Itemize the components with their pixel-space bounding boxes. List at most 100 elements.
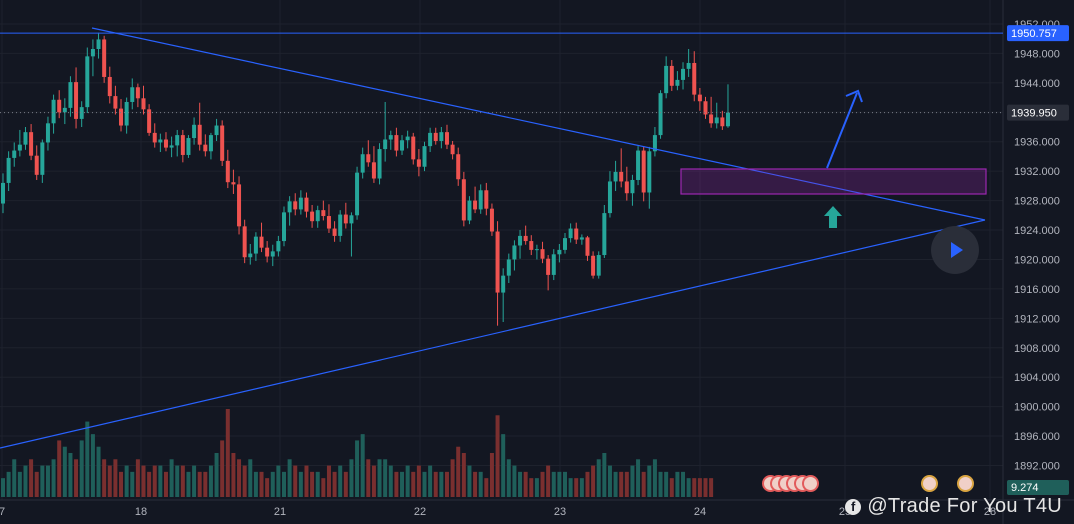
candle-body (315, 210, 320, 222)
candle-body (152, 132, 157, 143)
volume-bar (242, 465, 247, 497)
us-flag-icon[interactable] (802, 475, 819, 492)
volume-bar (152, 465, 157, 497)
volume-bar (383, 459, 388, 497)
candle-body (444, 132, 449, 145)
volume-bar (135, 459, 140, 497)
candle-body (180, 135, 185, 155)
volume-bar (113, 459, 118, 497)
candle-body (709, 114, 714, 124)
volume-bar (636, 459, 641, 497)
candle-body (310, 211, 315, 222)
candle-body (394, 135, 399, 151)
volume-bar (495, 415, 500, 497)
volume-bar (591, 465, 596, 497)
candle-body (422, 146, 427, 167)
candle-body (282, 212, 286, 242)
candle-body (62, 107, 67, 113)
volume-bar (237, 459, 242, 497)
volume-bar (68, 453, 73, 497)
volume-bar (321, 478, 326, 497)
candle-body (473, 200, 478, 210)
volume-bar (630, 465, 635, 497)
candle-body (703, 101, 708, 115)
volume-bar (102, 459, 107, 497)
volume-bar (551, 471, 556, 497)
volume-bar (534, 478, 539, 497)
candle-body (400, 140, 405, 151)
volume-bar (248, 459, 253, 497)
price-tag-label: 1939.950 (1011, 108, 1057, 120)
volume-bar (428, 465, 433, 497)
candle-body (23, 132, 28, 145)
volume-bar (366, 459, 371, 497)
candle-body (602, 213, 607, 256)
candle-body (366, 154, 371, 163)
candle-body (130, 87, 135, 102)
volume-bar (709, 478, 714, 497)
y-tick-label: 1924.000 (1014, 225, 1060, 237)
volume-bar (124, 465, 129, 497)
y-tick-label: 1936.000 (1014, 137, 1060, 149)
volume-bar (332, 471, 337, 497)
volume-bar (203, 471, 208, 497)
x-tick-label: 18 (135, 506, 147, 518)
volume-bar (388, 465, 393, 497)
volume-bar (467, 465, 472, 497)
volume-bar (192, 465, 197, 497)
candle-body (225, 160, 230, 183)
candle-body (439, 132, 444, 141)
volume-bar (141, 465, 146, 497)
us-flag-icon[interactable] (921, 475, 938, 492)
candle-body (175, 135, 180, 146)
volume-bar (315, 471, 320, 497)
candle-body (124, 101, 129, 126)
volume-bar (557, 471, 562, 497)
candle-body (574, 228, 579, 240)
y-tick-label: 1900.000 (1014, 402, 1060, 414)
candle-body (467, 200, 472, 221)
volume-bar (652, 459, 657, 497)
y-tick-label: 1908.000 (1014, 343, 1060, 355)
y-tick-label: 1916.000 (1014, 284, 1060, 296)
candle-body (371, 162, 376, 179)
x-tick-label: 21 (274, 506, 286, 518)
volume-bar (79, 440, 84, 497)
volume-bar (450, 459, 455, 497)
candle-body (85, 56, 90, 108)
y-tick-label: 1928.000 (1014, 196, 1060, 208)
x-tick-label: 28 (984, 506, 996, 518)
volume-bar (310, 471, 315, 497)
volume-bar (180, 465, 185, 497)
volume-bar (214, 453, 219, 497)
candle-body (237, 184, 242, 227)
volume-bar (197, 471, 202, 497)
candle-body (74, 82, 79, 119)
candle-body (40, 142, 45, 175)
volume-bar (518, 471, 523, 497)
volume-bar (57, 440, 62, 497)
volume-bar (130, 471, 135, 497)
candle-body (512, 245, 517, 260)
candle-body (697, 94, 702, 102)
volume-bar (29, 459, 34, 497)
candle-body (405, 136, 410, 141)
scroll-to-realtime-button[interactable] (931, 226, 979, 274)
x-tick-label: 23 (554, 506, 566, 518)
us-flag-icon[interactable] (957, 475, 974, 492)
candle-body (107, 76, 112, 97)
candle-body (523, 235, 528, 242)
volume-bar (349, 459, 354, 497)
watermark-text: @Trade For You T4U (867, 495, 1062, 517)
volume-bar (40, 465, 45, 497)
candle-body (664, 65, 669, 94)
volume-bar (675, 471, 680, 497)
volume-bar (506, 459, 511, 497)
volume-bar (12, 459, 17, 497)
volume-bar (416, 465, 421, 497)
candle-body (102, 39, 107, 77)
volume-bar (422, 471, 427, 497)
economic-events-badges[interactable] (762, 475, 819, 492)
candle-body (135, 87, 140, 99)
